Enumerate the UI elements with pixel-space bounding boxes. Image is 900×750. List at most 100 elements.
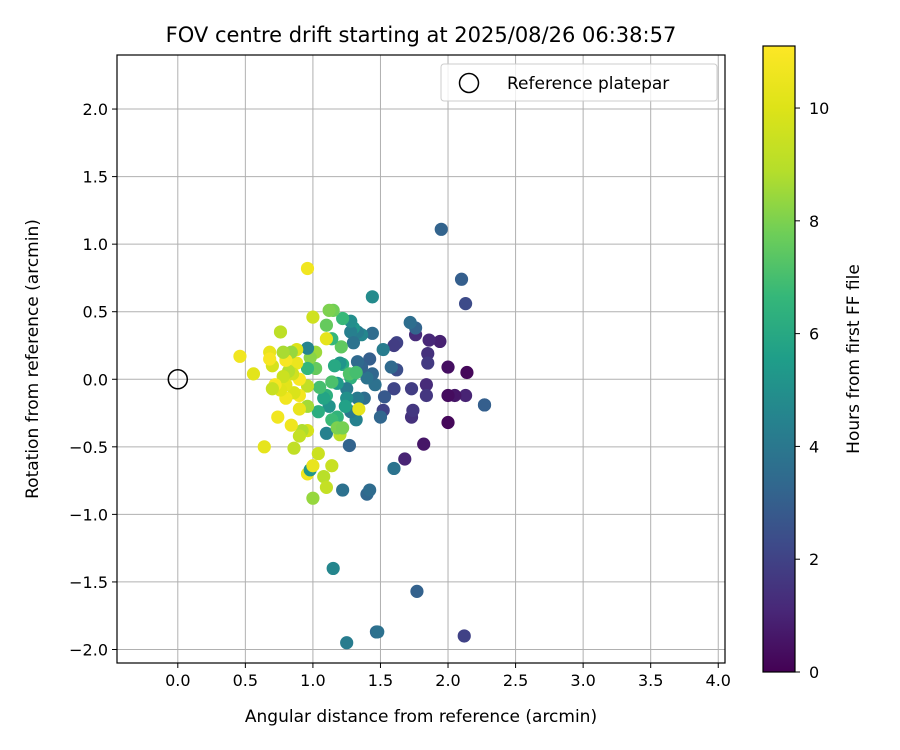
- data-point: [419, 388, 434, 403]
- y-tick-label: 0.5: [83, 303, 108, 322]
- y-tick-label: 2.0: [83, 100, 108, 119]
- data-point: [441, 388, 455, 403]
- colorbar-tick-label: 2: [809, 550, 819, 569]
- data-point: [325, 375, 339, 389]
- data-point: [338, 399, 352, 413]
- x-tick-label: 0.0: [165, 671, 190, 690]
- data-point: [313, 380, 327, 394]
- y-axis-ticks: −2.0 −1.5 −1.0 −0.5 0.0 0.5 1.0 1.5 2.0: [69, 100, 117, 659]
- data-point: [317, 469, 331, 484]
- data-point: [350, 355, 365, 369]
- data-point: [360, 371, 374, 385]
- legend-entry: Reference platepar: [507, 74, 669, 94]
- data-point: [319, 480, 334, 494]
- data-point: [327, 359, 342, 373]
- data-point: [340, 636, 354, 650]
- chart-title: FOV centre drift starting at 2025/08/26 …: [166, 23, 677, 47]
- data-point: [290, 356, 304, 370]
- data-point: [406, 403, 420, 417]
- data-point: [403, 315, 417, 330]
- reference-platepar-marker: [167, 369, 189, 390]
- data-point: [421, 346, 435, 361]
- data-point: [365, 326, 379, 340]
- data-point: [306, 310, 320, 324]
- data-point: [342, 438, 356, 453]
- data-point: [417, 437, 431, 451]
- data-point: [373, 410, 388, 424]
- data-point: [263, 352, 277, 366]
- data-point: [454, 272, 469, 286]
- data-point: [233, 349, 247, 363]
- data-point: [326, 561, 340, 576]
- colorbar-tick-label: 4: [809, 437, 819, 456]
- colorbar-tick-label: 0: [809, 663, 819, 682]
- data-point: [434, 222, 448, 236]
- data-point: [300, 341, 315, 355]
- data-point: [336, 421, 350, 435]
- legend-marker: [458, 72, 480, 94]
- data-point: [276, 369, 290, 384]
- data-point: [460, 365, 474, 380]
- data-point: [311, 405, 325, 419]
- data-point: [349, 365, 363, 380]
- data-point: [363, 352, 377, 366]
- plot-frame: [116, 54, 726, 664]
- data-point: [376, 342, 390, 357]
- colorbar-tick-label: 6: [809, 325, 819, 344]
- x-tick-label: 4.0: [706, 671, 731, 690]
- data-point: [246, 367, 261, 381]
- legend-box: [440, 63, 718, 102]
- data-point: [365, 290, 379, 304]
- x-tick-label: 3.0: [570, 671, 595, 690]
- data-point: [306, 491, 320, 505]
- data-point: [458, 297, 473, 311]
- data-point: [273, 325, 288, 339]
- data-point: [377, 390, 392, 404]
- data-point: [306, 459, 320, 473]
- colorbar: [762, 45, 796, 673]
- colorbar-ticks: 0 2 4 6 8 10: [795, 99, 829, 682]
- y-tick-label: −1.0: [69, 505, 108, 524]
- x-tick-label: 1.0: [300, 671, 325, 690]
- data-point: [350, 391, 365, 405]
- data-point: [344, 325, 358, 339]
- y-tick-label: −0.5: [69, 438, 108, 457]
- data-point: [458, 388, 473, 403]
- data-point: [319, 318, 334, 332]
- colorbar-tick-label: 10: [809, 99, 829, 118]
- data-point: [346, 336, 361, 350]
- y-tick-label: 0.0: [83, 370, 108, 389]
- data-point: [334, 340, 348, 354]
- y-tick-label: 1.0: [83, 235, 108, 254]
- data-point: [387, 461, 401, 476]
- data-point: [419, 378, 434, 392]
- data-point: [325, 459, 339, 473]
- data-point: [352, 402, 366, 416]
- data-point: [287, 441, 301, 455]
- scatter-points: [233, 222, 492, 650]
- data-point: [257, 440, 271, 454]
- data-point: [319, 426, 334, 440]
- y-axis-label: Rotation from reference (arcmin): [23, 219, 43, 499]
- data-point: [387, 338, 401, 353]
- data-point: [404, 382, 419, 396]
- x-tick-label: 3.5: [638, 671, 663, 690]
- x-tick-label: 2.0: [435, 671, 460, 690]
- data-point: [441, 360, 455, 374]
- data-point: [265, 382, 279, 396]
- data-point: [433, 334, 447, 349]
- data-point: [300, 261, 315, 276]
- data-point: [422, 333, 436, 347]
- y-tick-label: −2.0: [69, 640, 108, 659]
- data-point: [311, 446, 325, 461]
- data-point: [371, 625, 385, 639]
- data-point: [292, 429, 306, 443]
- data-point: [276, 345, 290, 359]
- data-point: [322, 303, 336, 317]
- data-point: [421, 356, 435, 370]
- y-tick-label: −1.5: [69, 573, 108, 592]
- data-point: [336, 483, 350, 497]
- data-point: [319, 332, 334, 346]
- colorbar-tick-label: 8: [809, 212, 819, 231]
